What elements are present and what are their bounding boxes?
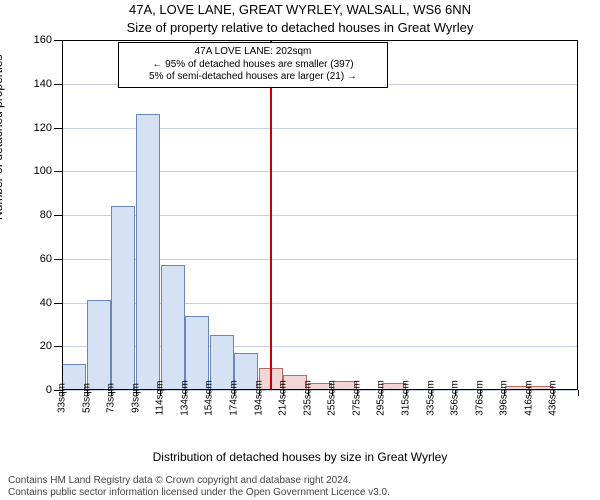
x-tick-label: 194sqm [253,380,264,416]
x-tick-label: 93sqm [130,383,141,413]
annotation-line1: 47A LOVE LANE: 202sqm [125,46,381,59]
y-tick-label: 20 [40,340,52,352]
footer-copyright-2: Contains public sector information licen… [8,487,390,498]
y-tick-label: 160 [34,34,52,46]
chart-plot-area: 02040608010012014016033sqm53sqm73sqm93sq… [62,40,578,390]
x-tick-label: 255sqm [327,380,338,416]
x-tick-label: 376sqm [474,380,485,416]
x-tick-label: 396sqm [499,380,510,416]
annotation-line3: 5% of semi-detached houses are larger (2… [125,71,381,84]
x-axis-label: Distribution of detached houses by size … [0,450,600,464]
x-tick-label: 134sqm [179,380,190,416]
y-axis-label: Number of detached properties [0,55,5,220]
x-tick-label: 295sqm [376,380,387,416]
y-tick [54,128,62,129]
x-tick-label: 154sqm [204,380,215,416]
x-tick [578,390,579,396]
y-tick-label: 140 [34,78,52,90]
x-tick-label: 73sqm [106,383,117,413]
y-tick [54,40,62,41]
y-tick [54,171,62,172]
x-tick-label: 174sqm [229,380,240,416]
annotation-line2: ← 95% of detached houses are smaller (39… [125,59,381,72]
x-tick-label: 356sqm [450,380,461,416]
histogram-bar [87,300,111,390]
y-tick [54,303,62,304]
x-tick-label: 436sqm [548,380,559,416]
y-tick [54,215,62,216]
x-tick-label: 275sqm [351,380,362,416]
chart-title-address: 47A, LOVE LANE, GREAT WYRLEY, WALSALL, W… [0,2,600,17]
annotation-box: 47A LOVE LANE: 202sqm← 95% of detached h… [118,42,388,88]
y-tick [54,259,62,260]
y-tick [54,84,62,85]
histogram-bar [111,206,135,390]
y-tick-label: 0 [46,384,52,396]
size-marker-line [270,40,272,390]
y-tick-label: 40 [40,297,52,309]
x-tick-label: 214sqm [278,380,289,416]
x-tick-label: 416sqm [523,380,534,416]
x-tick-label: 114sqm [155,381,166,416]
histogram-bar [185,316,209,390]
gridline [62,40,578,41]
x-tick-label: 235sqm [302,380,313,416]
x-tick-label: 53sqm [81,383,92,413]
y-tick-label: 60 [40,253,52,265]
footer-copyright-1: Contains HM Land Registry data © Crown c… [8,475,351,486]
chart-subtitle: Size of property relative to detached ho… [0,20,600,35]
histogram-bar [161,265,185,390]
x-tick-label: 315sqm [401,380,412,416]
histogram-bar [136,114,160,390]
x-tick-label: 335sqm [425,380,436,416]
y-tick-label: 80 [40,209,52,221]
y-tick-label: 100 [34,165,52,177]
y-tick-label: 120 [34,122,52,134]
y-tick [54,346,62,347]
x-tick-label: 33sqm [57,383,68,413]
